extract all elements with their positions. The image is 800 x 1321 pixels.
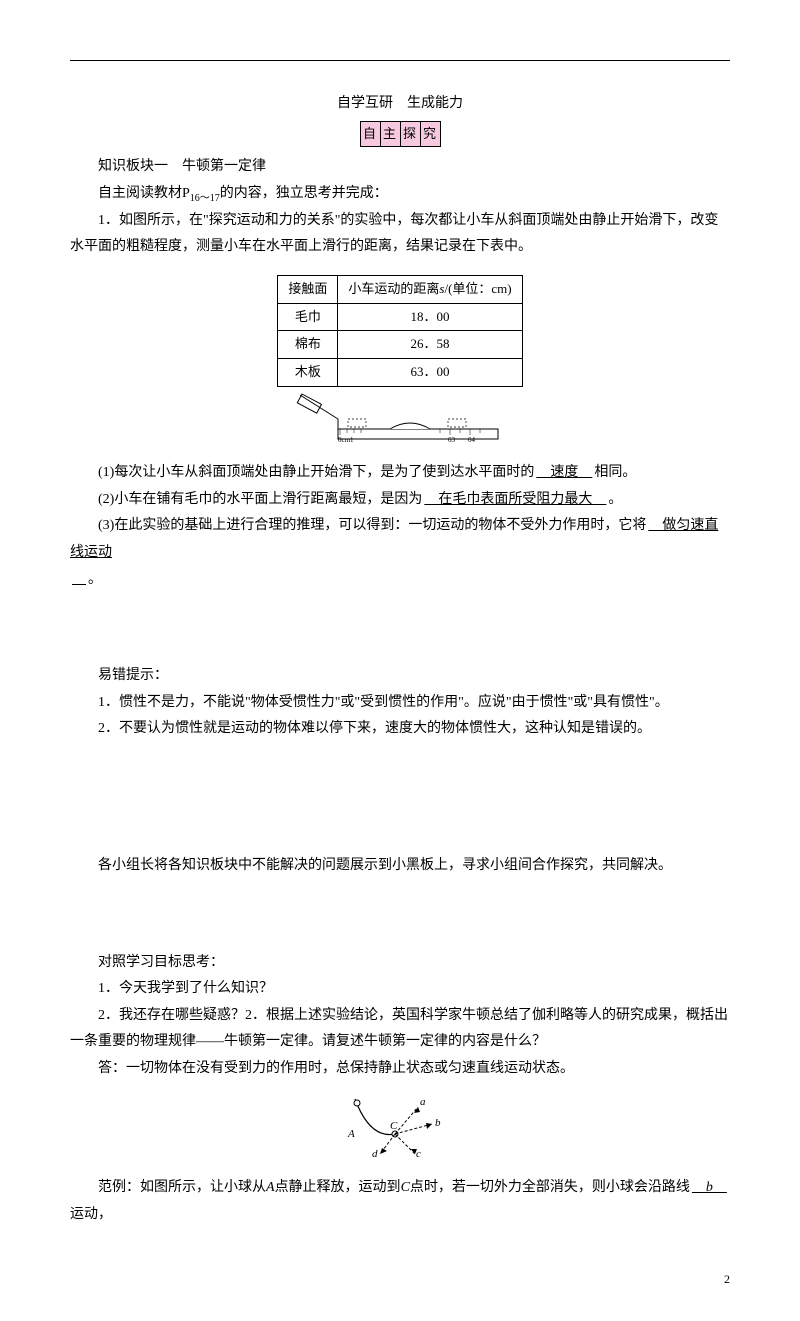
svg-text:d: d (372, 1148, 378, 1159)
page-number: 2 (70, 1268, 730, 1291)
reflect-1: 1．今天我学到了什么知识？ (70, 976, 730, 1003)
col2-header: 小车运动的距离s/(单位：cm) (338, 275, 522, 303)
ex-d: 运动， (70, 1207, 112, 1222)
table-row: 毛巾 18．00 (278, 303, 522, 331)
b1a: (1)每次让小车从斜面顶端处由静止开始滑下，是为了使到达水平面时的 (98, 465, 534, 480)
page-title: 自学互研 生成能力 (70, 91, 730, 118)
cell-distance: 18．00 (338, 303, 522, 331)
b1b: 相同。 (594, 465, 636, 480)
reflect-heading: 对照学习目标思考： (70, 950, 730, 977)
cell-surface: 木板 (278, 358, 338, 386)
cell-distance: 63．00 (338, 358, 522, 386)
q1: 1．如图所示，在"探究运动和力的关系"的实验中，每次都让小车从斜面顶端处由静止开… (70, 208, 730, 261)
cell-surface: 毛巾 (278, 303, 338, 331)
ex-c: 点时，若一切外力全部消失，则小球会沿路线 (410, 1180, 690, 1195)
q1-num: 1． (98, 213, 119, 228)
q1-text: 如图所示，在"探究运动和力的关系"的实验中，每次都让小车从斜面顶端处由静止开始滑… (70, 213, 718, 255)
ball-path-diagram: A C a b c d (70, 1089, 730, 1170)
read-line: 自主阅读教材P16～17的内容，独立思考并完成： (70, 181, 730, 208)
badge: 自主探究 (358, 120, 442, 149)
svg-text:C: C (390, 1120, 398, 1132)
example-line: 范例：如图所示，让小球从A点静止释放，运动到C点时，若一切外力全部消失，则小球会… (70, 1175, 730, 1228)
b3a: (3)在此实验的基础上进行合理的推理，可以得到：一切运动的物体不受外力作用时，它… (98, 518, 646, 533)
b2b: 。 (608, 492, 622, 507)
reflect-2: 2．我还存在哪些疑惑？2．根据上述实验结论，英国科学家牛顿总结了伽利略等人的研究… (70, 1003, 730, 1056)
reflect-answer: 答：一切物体在没有受到力的作用时，总保持静止状态或匀速直线运动状态。 (70, 1056, 730, 1083)
mistake-1: 1．惯性不是力，不能说"物体受惯性力"或"受到惯性的作用"。应说"由于惯性"或"… (70, 690, 730, 717)
ex-fill: b (690, 1180, 729, 1195)
ruler-64: 64 (468, 436, 476, 444)
ruler-1: 1 (350, 436, 354, 444)
blank-1: (1)每次让小车从斜面顶端处由静止开始滑下，是为了使到达水平面时的 速度 相同。 (70, 460, 730, 487)
col1-header: 接触面 (278, 275, 338, 303)
badge-row: 自主探究 (70, 118, 730, 155)
blank-3-tail: 。 (70, 567, 730, 594)
experiment-diagram: 0cm 1 63 64 (70, 389, 730, 455)
ex-a: 范例：如图所示，让小球从 (98, 1180, 266, 1195)
svg-text:b: b (435, 1117, 441, 1129)
mistake-2: 2．不要认为惯性就是运动的物体难以停下来，速度大的物体惯性大，这种认知是错误的。 (70, 716, 730, 743)
table-row: 棉布 26．58 (278, 331, 522, 359)
read-b: 的内容，独立思考并完成： (220, 186, 388, 201)
b2a: (2)小车在铺有毛巾的水平面上滑行距离最短，是因为 (98, 492, 422, 507)
top-rule (70, 60, 730, 61)
svg-text:c: c (416, 1148, 421, 1159)
table-header-row: 接触面 小车运动的距离s/(单位：cm) (278, 275, 522, 303)
r2a: 2．我还存在哪些疑惑？ (98, 1008, 245, 1023)
col2b: /(单位：cm) (444, 281, 511, 296)
section-heading: 知识板块一 牛顿第一定律 (70, 154, 730, 181)
b1fill: 速度 (534, 465, 594, 480)
read-sub: 16～17 (190, 193, 220, 204)
mistake-heading: 易错提示： (70, 663, 730, 690)
b3tail (70, 572, 88, 587)
read-a: 自主阅读教材P (98, 186, 190, 201)
ruler-63: 63 (448, 436, 456, 444)
b2fill: 在毛巾表面所受阻力最大 (422, 492, 608, 507)
cell-surface: 棉布 (278, 331, 338, 359)
data-table: 接触面 小车运动的距离s/(单位：cm) 毛巾 18．00 棉布 26．58 木… (277, 275, 522, 387)
table-row: 木板 63．00 (278, 358, 522, 386)
group-line: 各小组长将各知识板块中不能解决的问题展示到小黑板上，寻求小组间合作探究，共同解决… (70, 853, 730, 880)
b3b: 。 (88, 572, 102, 587)
blank-3: (3)在此实验的基础上进行合理的推理，可以得到：一切运动的物体不受外力作用时，它… (70, 513, 730, 566)
ex-C: C (401, 1180, 410, 1195)
blank-2: (2)小车在铺有毛巾的水平面上滑行距离最短，是因为 在毛巾表面所受阻力最大 。 (70, 487, 730, 514)
svg-text:a: a (420, 1096, 426, 1108)
ruler-0: 0cm (338, 436, 351, 444)
col2a: 小车运动的距离 (348, 281, 439, 296)
ex-A: A (266, 1180, 275, 1195)
ex-b: 点静止释放，运动到 (275, 1180, 401, 1195)
cell-distance: 26．58 (338, 331, 522, 359)
